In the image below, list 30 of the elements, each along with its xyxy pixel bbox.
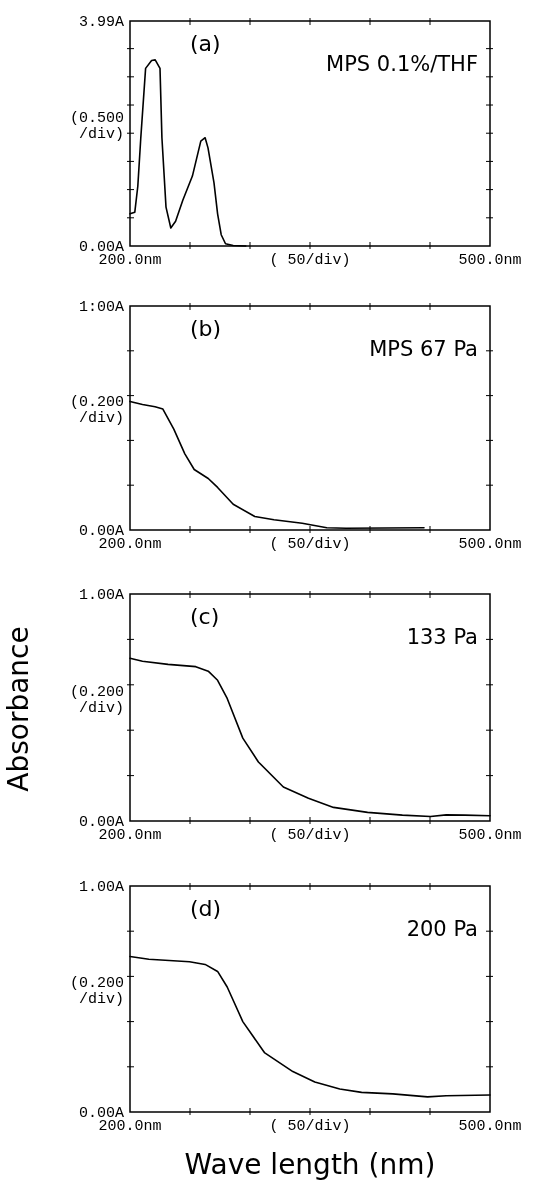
x-tick-label: 500.0nm: [458, 1118, 522, 1135]
x-axis-title: ( 50/div): [269, 827, 351, 844]
x-tick-label: 200.0nm: [98, 827, 162, 844]
y-tick-label: 1.00A: [78, 879, 124, 896]
text: (c): [190, 604, 220, 629]
y-axis-title: (0.200 /div): [69, 683, 124, 717]
text: (d): [190, 896, 222, 921]
text: 133 Pa: [406, 625, 478, 649]
y-axis-title: (0.500 /div): [69, 109, 124, 143]
y-tick-label: 3.99A: [78, 14, 124, 31]
x-tick-label: 500.0nm: [458, 827, 522, 844]
x-axis-title: ( 50/div): [269, 536, 351, 553]
x-tick-label: 200.0nm: [98, 536, 162, 553]
y-tick-label: 1:00A: [78, 299, 124, 316]
y-axis-title: (0.200 /div): [69, 975, 124, 1008]
x-tick-label: 200.0nm: [98, 1118, 162, 1135]
text: Wave length (nm): [184, 1148, 436, 1181]
text: MPS 67 Pa: [369, 337, 478, 361]
x-tick-label: 500.0nm: [458, 536, 522, 553]
x-tick-label: 200.0nm: [98, 252, 162, 269]
x-tick-label: 500.0nm: [458, 252, 522, 269]
y-tick-label: 1.00A: [78, 587, 124, 604]
text: Absorbance: [2, 626, 35, 792]
text: (b): [190, 316, 222, 341]
text: 200 Pa: [406, 917, 478, 941]
x-axis-title: ( 50/div): [269, 252, 351, 269]
text: MPS 0.1%/THF: [326, 52, 478, 76]
text: (a): [190, 31, 221, 56]
x-axis-title: ( 50/div): [269, 1118, 351, 1135]
y-axis-title: (0.200 /div): [69, 394, 124, 427]
